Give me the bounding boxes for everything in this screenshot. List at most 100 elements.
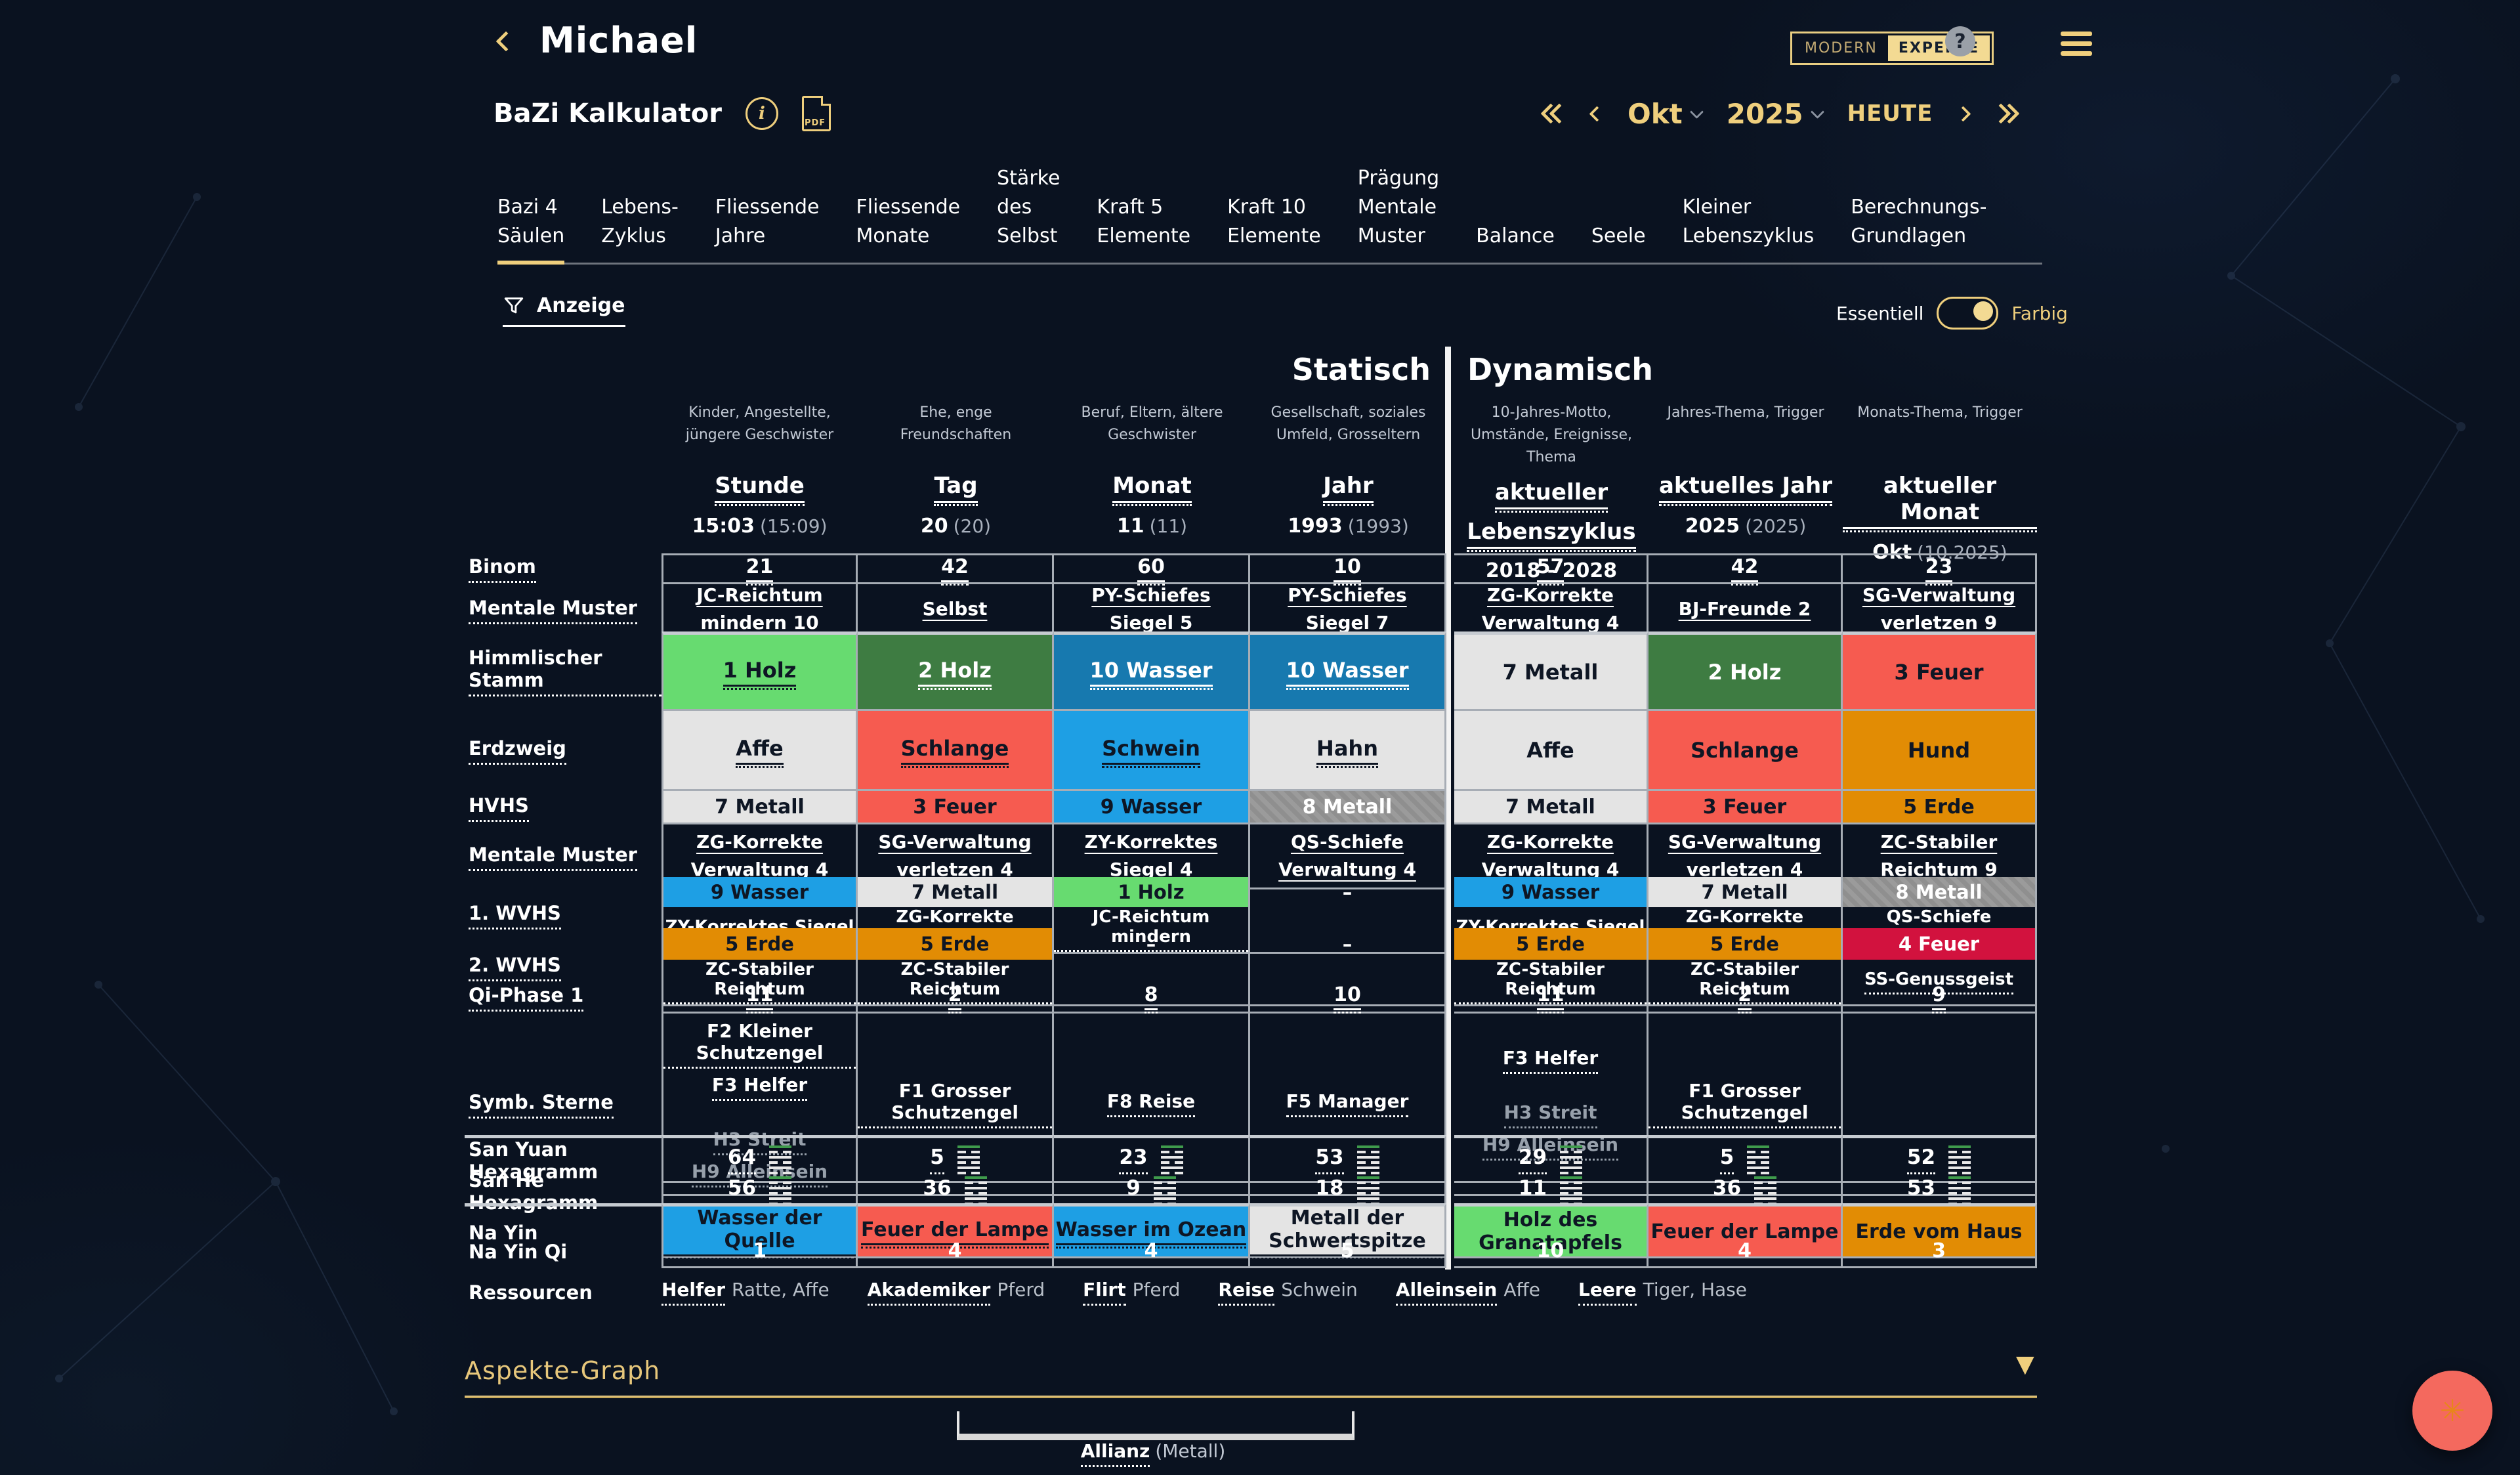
column-title-line[interactable]: aktueller xyxy=(1494,479,1608,513)
month-select[interactable]: Okt xyxy=(1628,98,1704,130)
column-title-line[interactable]: Monat xyxy=(1112,473,1192,506)
table-cell[interactable]: 7 Metall xyxy=(662,791,858,824)
element-value[interactable]: Wasser der Quelle xyxy=(663,1207,856,1260)
year-value[interactable]: 2025 xyxy=(1726,97,1803,130)
row-label-text[interactable]: Himmlischer Stamm xyxy=(469,647,662,696)
wvhs-value[interactable]: 9 Wasser xyxy=(1454,877,1647,907)
wvhs-value[interactable]: 5 Erde xyxy=(663,928,856,960)
element-value[interactable]: 5 Erde xyxy=(1903,795,1975,819)
tab-fliessende-jahre[interactable]: Fliessende Jahre xyxy=(715,196,820,247)
cell-link[interactable]: JC-Reichtum mindern 10 xyxy=(696,584,823,633)
column-title[interactable]: Monat xyxy=(1112,473,1192,506)
wvhs-value[interactable]: 8 Metall xyxy=(1843,877,2035,907)
table-cell[interactable]: Hahn xyxy=(1250,711,1446,791)
hexagram-number[interactable]: 56 xyxy=(727,1176,757,1205)
element-value[interactable]: 8 Metall xyxy=(1302,795,1393,819)
star-link[interactable]: H9 Alleinsein xyxy=(691,1161,828,1187)
star-link[interactable]: F1 Grosser Schutzengel xyxy=(858,1080,1052,1128)
star-link[interactable]: H3 Streit xyxy=(1503,1101,1597,1128)
table-cell[interactable]: 9 Wasser xyxy=(1054,791,1250,824)
cell-value[interactable]: 11 xyxy=(1536,983,1564,1014)
table-cell[interactable]: Feuer der Lampe xyxy=(1648,1203,1843,1258)
display-filter-button[interactable]: Anzeige xyxy=(503,294,625,327)
element-value[interactable]: 7 Metall xyxy=(1505,795,1595,819)
star-link[interactable]: F3 Helfer xyxy=(1502,1047,1599,1074)
cell-link[interactable]: PY-Schiefes Siegel 5 xyxy=(1091,584,1211,633)
table-cell[interactable]: 7 Metall xyxy=(1454,791,1648,824)
today-button[interactable]: HEUTE xyxy=(1847,100,1933,127)
wvhs-label-text[interactable]: JC-Reichtum mindern xyxy=(1054,907,1248,952)
wvhs-label[interactable]: ZC-Stabiler Reichtum xyxy=(1648,960,1841,1004)
element-value[interactable]: Schlange xyxy=(900,736,1009,768)
table-cell[interactable]: Affe xyxy=(1454,711,1648,791)
element-value[interactable]: Hund xyxy=(1907,737,1971,763)
wvhs-label[interactable]: ZC-Stabiler Reichtum xyxy=(1454,960,1647,1004)
tab-kraft-5-elemente[interactable]: Kraft 5 Elemente xyxy=(1097,196,1191,247)
wvhs-label-text[interactable]: SS-Genussgeist xyxy=(1864,970,2014,994)
table-cell[interactable]: Wasser im Ozean xyxy=(1054,1203,1250,1258)
row-label-text[interactable]: 1. WVHS xyxy=(469,902,561,930)
cell-value[interactable]: 10 xyxy=(1334,555,1361,586)
wvhs-label-text[interactable]: ZC-Stabiler Reichtum xyxy=(858,960,1052,1004)
cell-value[interactable]: 42 xyxy=(1731,555,1759,586)
star-link[interactable]: F5 Manager xyxy=(1286,1090,1409,1117)
cell-value[interactable]: 2 xyxy=(948,983,962,1014)
row-label-text[interactable]: Mentale Muster xyxy=(469,844,637,871)
column-title[interactable]: aktueller Lebenszyklus xyxy=(1467,479,1636,552)
wvhs-value[interactable]: 5 Erde xyxy=(858,928,1052,960)
cell-link[interactable]: BJ-Freunde 2 xyxy=(1678,598,1811,620)
wvhs-value[interactable]: 1 Holz xyxy=(1054,877,1248,907)
hexagram-number[interactable]: 36 xyxy=(1712,1176,1742,1205)
month-chevron-down-icon[interactable] xyxy=(1689,104,1704,119)
wvhs-value[interactable]: 7 Metall xyxy=(1648,877,1841,907)
element-value[interactable]: 1 Holz xyxy=(723,658,797,690)
cell-link[interactable]: QS-Schiefe Verwaltung 4 xyxy=(1278,831,1416,880)
cell-link[interactable]: SG-Verwaltung verletzen 4 xyxy=(1668,831,1822,880)
star-link[interactable]: F3 Helfer xyxy=(711,1074,808,1101)
cell-value[interactable]: 10 xyxy=(1334,983,1361,1014)
column-title-line[interactable]: Lebenszyklus xyxy=(1467,519,1636,552)
element-value[interactable]: 7 Metall xyxy=(715,795,805,819)
allianz-name[interactable]: Allianz xyxy=(1080,1440,1150,1467)
table-cell[interactable]: 7 Metall xyxy=(1454,631,1648,711)
column-title[interactable]: Tag xyxy=(934,473,978,506)
mode-toggle-modern[interactable]: MODERN xyxy=(1805,40,1878,56)
wvhs-label[interactable]: JC-Reichtum mindern xyxy=(1054,907,1248,952)
tab-fliessende-monate[interactable]: Fliessende Monate xyxy=(856,196,961,247)
wvhs-label-text[interactable]: ZC-Stabiler Reichtum xyxy=(663,960,856,1004)
tab-st-rke-des-selbst[interactable]: Stärke des Selbst xyxy=(997,167,1060,247)
tab-berechnungs-grundlagen[interactable]: Berechnungs- Grundlagen xyxy=(1851,196,1987,247)
element-value[interactable]: 3 Feuer xyxy=(1702,795,1787,819)
hexagram-number[interactable]: 5 xyxy=(1719,1145,1734,1174)
cell-value[interactable]: 11 xyxy=(746,983,774,1014)
table-cell[interactable]: 1 Holz xyxy=(662,631,858,711)
wvhs-label-text[interactable]: ZC-Stabiler Reichtum xyxy=(1454,960,1647,1004)
cell-link[interactable]: ZG-Korrekte Verwaltung 4 xyxy=(690,831,829,880)
collapse-triangle-icon[interactable]: ▼ xyxy=(2016,1351,2034,1378)
row-label-text[interactable]: Erdzweig xyxy=(469,737,566,765)
resource-key[interactable]: Helfer xyxy=(662,1279,726,1306)
row-label-text[interactable]: HVHS xyxy=(469,794,529,822)
cell-link[interactable]: ZC-Stabiler Reichtum 9 xyxy=(1880,831,1998,880)
fast-backward-icon[interactable] xyxy=(1540,103,1570,124)
cell-link[interactable]: SG-Verwaltung verletzen 9 xyxy=(1862,584,2016,633)
hexagram-number[interactable]: 53 xyxy=(1906,1176,1936,1205)
hexagram-number[interactable]: 64 xyxy=(727,1145,757,1174)
wvhs-value[interactable]: 5 Erde xyxy=(1454,928,1647,960)
element-value[interactable]: 3 Feuer xyxy=(1894,659,1984,685)
cell-value[interactable]: 42 xyxy=(941,555,969,586)
tab-bazi-4-s-ulen[interactable]: Bazi 4 Säulen xyxy=(497,193,565,265)
wvhs-value[interactable]: 9 Wasser xyxy=(663,877,856,907)
element-value[interactable]: 3 Feuer xyxy=(913,795,997,819)
element-value[interactable]: Affe xyxy=(736,736,784,768)
tab-lebens-zyklus[interactable]: Lebens- Zyklus xyxy=(601,196,679,247)
row-label-text[interactable]: Mentale Muster xyxy=(469,597,637,624)
color-mode-switch[interactable] xyxy=(1937,297,1999,330)
element-value[interactable]: 10 Wasser xyxy=(1286,658,1409,690)
element-value[interactable]: Feuer der Lampe xyxy=(1650,1220,1839,1243)
star-link[interactable]: F2 Kleiner Schutzengel xyxy=(663,1020,856,1069)
cell-link[interactable]: SG-Verwaltung verletzen 4 xyxy=(878,831,1032,880)
star-link[interactable]: F1 Grosser Schutzengel xyxy=(1648,1080,1841,1128)
cell-value[interactable]: 9 xyxy=(1932,983,1946,1014)
cell-value[interactable]: 2 xyxy=(1738,983,1752,1014)
